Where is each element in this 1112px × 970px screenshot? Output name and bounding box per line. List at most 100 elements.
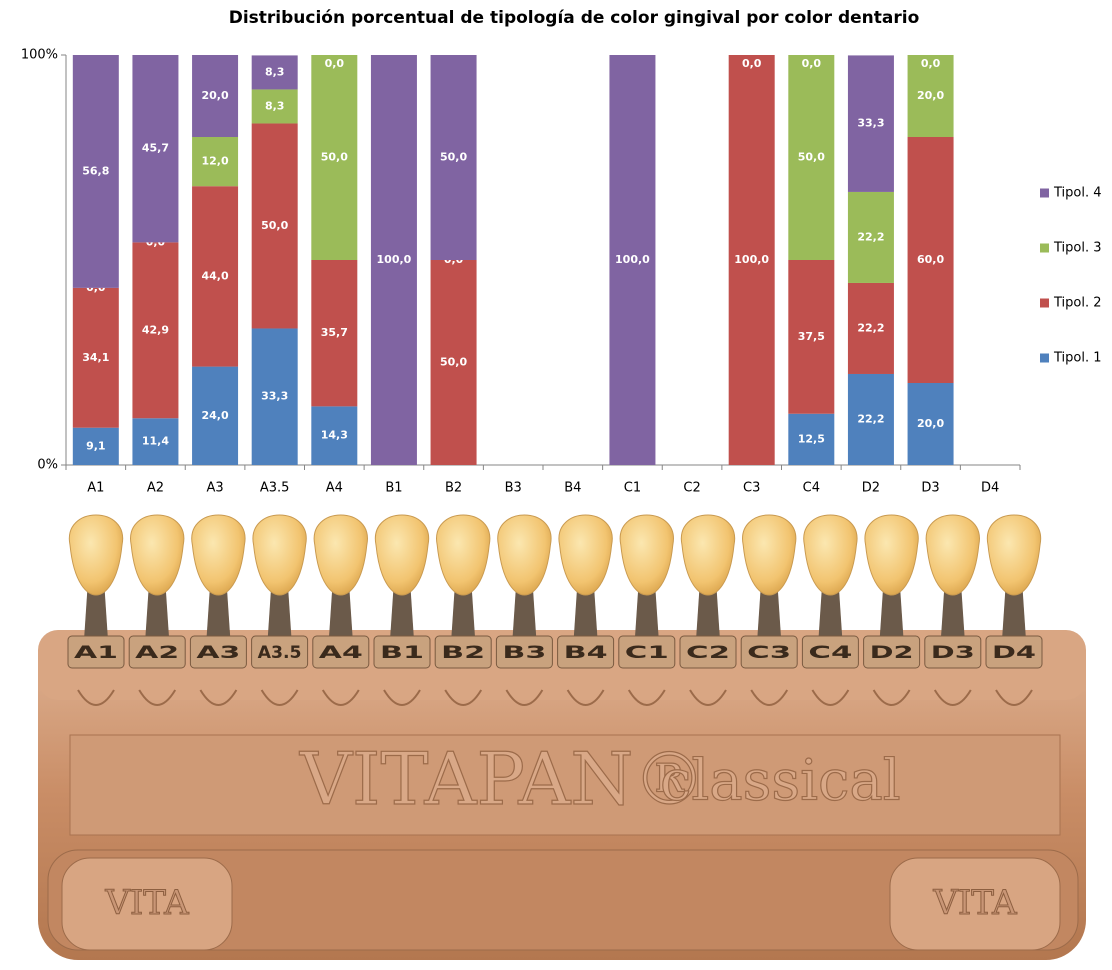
bar-segment (370, 55, 417, 465)
bar-segment (847, 282, 894, 374)
slot (138, 689, 177, 706)
bar-segment (72, 427, 119, 465)
x-tick-label: A3.5 (260, 481, 290, 496)
tooth (130, 514, 185, 596)
tooth-stem (145, 580, 170, 640)
value-label: 14,3 (321, 429, 348, 442)
bar-segment (251, 123, 298, 329)
tab (863, 635, 921, 669)
x-tick-label: B4 (564, 481, 581, 496)
tooth-stem (573, 580, 598, 640)
y-tick-label: 0% (37, 458, 58, 473)
bar-segment (788, 55, 835, 260)
tab-label: C3 (747, 643, 791, 663)
bar-segment (132, 418, 179, 465)
tab-label: A3.5 (258, 643, 302, 663)
value-label: 20,0 (917, 89, 944, 102)
legend-swatch (1040, 188, 1049, 198)
tab-label: A1 (74, 643, 118, 663)
slot (995, 689, 1033, 706)
tooth-stem (451, 580, 476, 640)
bar-segment (847, 373, 894, 465)
legend-swatch (1040, 353, 1049, 363)
bar-segment (311, 260, 358, 407)
bar-segment (430, 55, 477, 260)
slot (933, 689, 972, 706)
value-label: 100,0 (377, 253, 412, 266)
value-label: 8,3 (265, 65, 285, 78)
tray-panel (69, 734, 1061, 836)
bar-segment (192, 366, 239, 465)
tooth-stem (267, 580, 292, 640)
x-tick-label: C4 (803, 481, 820, 496)
bar-segment (847, 55, 894, 192)
logo: VITA (932, 883, 1017, 923)
product: classical (660, 749, 901, 814)
bar-segment (132, 242, 179, 419)
slot (199, 689, 238, 706)
tooth (986, 514, 1042, 596)
logo: VITA (104, 883, 189, 923)
brand: VITAPAN® (299, 737, 705, 821)
value-label: 0,0 (742, 57, 762, 70)
tooth-stem (328, 580, 353, 640)
shade-guide-photo: VITAPAN® classical VITA VITA A1 A2 A3 A3.5 A… (38, 514, 1086, 960)
value-label: 33,3 (857, 117, 884, 130)
tooth-stem (634, 580, 659, 640)
tooth (742, 514, 797, 596)
bar-segment (847, 191, 894, 283)
y-tick-label: 100% (21, 48, 58, 63)
tooth (497, 514, 552, 596)
tab-label: A2 (135, 643, 179, 663)
value-label: 11,4 (142, 435, 169, 448)
value-label: 50,0 (321, 151, 348, 164)
tab-label: A3 (196, 643, 240, 663)
bar-segment (192, 186, 239, 367)
tooth (925, 514, 980, 596)
value-label: 0,0 (325, 57, 345, 70)
slot (566, 689, 605, 706)
legend-label: Tipol. 3 (1053, 241, 1102, 256)
tab (679, 635, 737, 669)
value-label: 12,0 (201, 155, 228, 168)
bar-segment (430, 260, 477, 465)
tooth-stem (696, 580, 720, 640)
value-label: 37,5 (798, 330, 825, 343)
tooth (619, 514, 674, 596)
tooth-stem (757, 580, 782, 640)
tab-label: C4 (808, 643, 852, 663)
value-label: 100,0 (734, 253, 769, 266)
bar-segment (907, 137, 954, 383)
bar-segment (251, 55, 298, 90)
value-label: 100,0 (615, 253, 650, 266)
tab-label: B4 (564, 643, 608, 663)
legend-swatch (1040, 243, 1049, 253)
value-label: 24,0 (201, 409, 228, 422)
bar-segment (907, 55, 954, 137)
tooth-stem (390, 580, 414, 640)
value-label: 35,7 (321, 326, 348, 339)
tab (924, 635, 982, 669)
bar-segment (311, 55, 358, 260)
slot (444, 689, 483, 706)
tooth (374, 514, 430, 596)
tray-bottom (47, 849, 1079, 951)
slot (627, 689, 666, 706)
bar-segment (132, 55, 179, 243)
tab-label: B2 (441, 643, 485, 663)
tab (985, 635, 1043, 669)
value-label: 9,1 (86, 439, 106, 452)
slot (750, 689, 789, 706)
bar-segment (907, 383, 954, 465)
tab (128, 635, 186, 669)
value-label: 56,8 (82, 164, 109, 177)
bar-segment (311, 406, 358, 465)
tab-label: C2 (686, 643, 730, 663)
value-label: 42,9 (142, 323, 169, 336)
tooth (68, 514, 124, 596)
x-tick-label: B2 (445, 481, 462, 496)
value-label: 60,0 (917, 253, 944, 266)
x-tick-label: A4 (326, 481, 343, 496)
tab (495, 635, 553, 669)
